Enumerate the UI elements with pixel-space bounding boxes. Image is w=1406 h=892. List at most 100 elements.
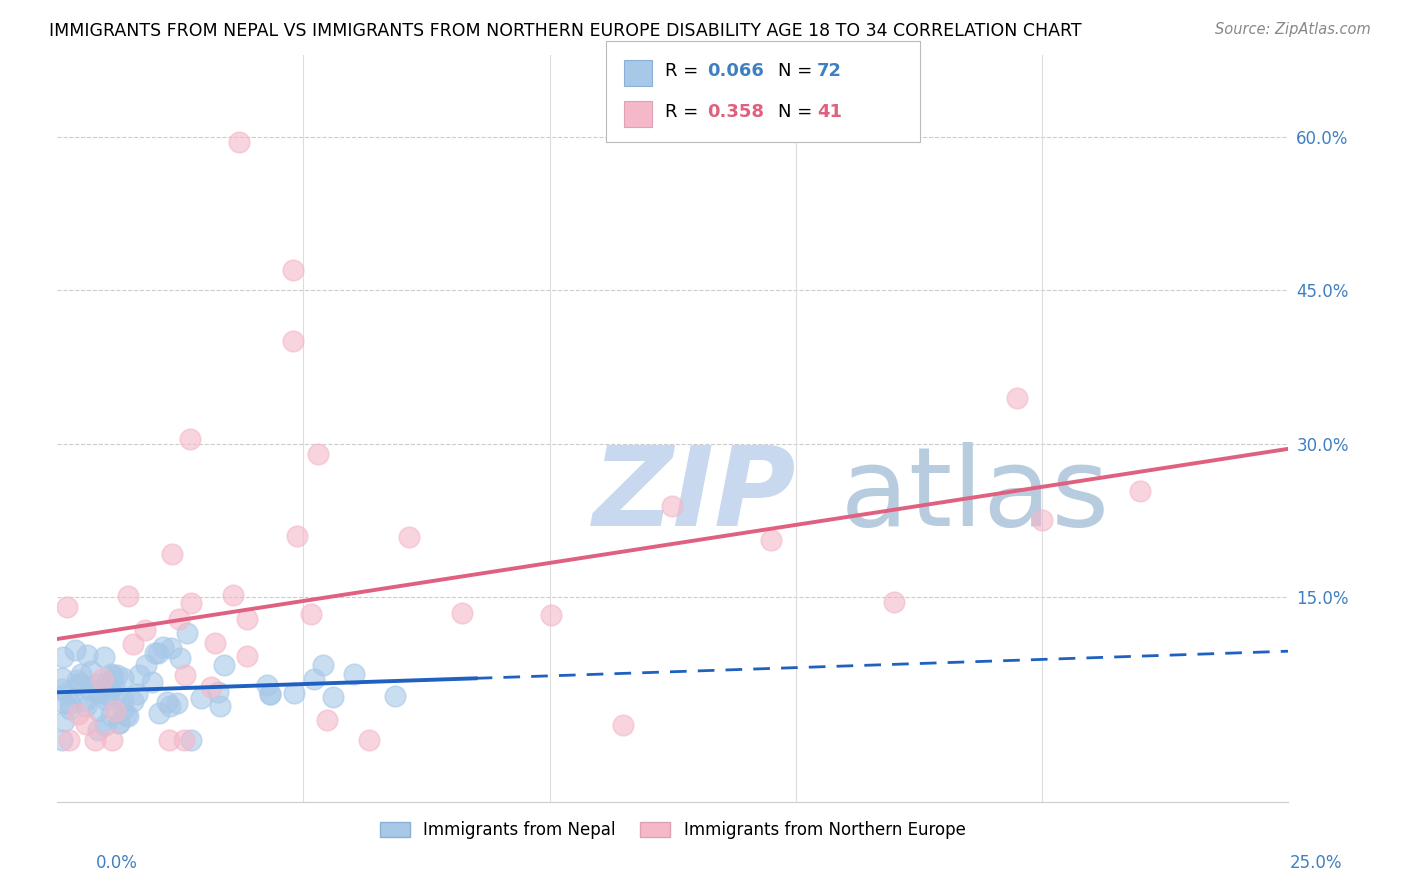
Point: [180, 596, 202, 610]
Point: [398, 530, 420, 544]
Point: [53, 697, 76, 711]
Point: [91, 672, 114, 686]
Point: [343, 667, 366, 681]
Point: [283, 334, 305, 349]
Point: [66, 673, 89, 687]
Point: [179, 432, 201, 446]
Point: [141, 674, 163, 689]
Text: 0.0%: 0.0%: [96, 855, 138, 872]
Point: [111, 693, 134, 707]
Point: [67, 678, 90, 692]
Point: [315, 713, 337, 727]
Point: [93, 717, 115, 731]
Point: [93, 649, 115, 664]
Point: [83, 733, 105, 747]
Point: [55, 686, 77, 700]
Point: [207, 684, 229, 698]
Point: [167, 612, 190, 626]
Text: ZIP: ZIP: [592, 442, 796, 549]
Point: [70, 666, 93, 681]
Point: [86, 703, 108, 717]
Text: atlas: atlas: [592, 442, 1109, 549]
Point: [156, 695, 179, 709]
Point: [204, 636, 226, 650]
Point: [97, 689, 120, 703]
Point: [87, 723, 110, 737]
Point: [101, 733, 124, 747]
Point: [146, 647, 169, 661]
Point: [59, 696, 82, 710]
Point: [51, 671, 73, 685]
Point: [75, 717, 97, 731]
Legend: Immigrants from Nepal, Immigrants from Northern Europe: Immigrants from Nepal, Immigrants from N…: [373, 814, 973, 846]
Point: [152, 640, 174, 654]
Point: [104, 704, 127, 718]
Point: [307, 447, 329, 461]
Point: [1005, 391, 1028, 405]
Point: [117, 589, 139, 603]
Point: [236, 648, 259, 663]
Point: [52, 650, 75, 665]
Point: [66, 707, 89, 722]
Point: [121, 694, 143, 708]
Point: [180, 732, 202, 747]
Point: [322, 690, 344, 705]
Point: [228, 135, 250, 149]
Point: [304, 672, 326, 686]
Point: [157, 733, 180, 747]
Point: [190, 690, 212, 705]
Point: [209, 698, 232, 713]
Text: 0.358: 0.358: [707, 103, 765, 121]
Point: [259, 687, 281, 701]
Point: [76, 648, 98, 662]
Point: [169, 651, 191, 665]
Point: [87, 686, 110, 700]
Point: [160, 640, 183, 655]
Point: [384, 689, 406, 703]
Point: [94, 693, 117, 707]
Point: [135, 658, 157, 673]
Point: [111, 671, 134, 685]
Point: [79, 664, 101, 678]
Point: [89, 683, 111, 698]
Point: [75, 698, 97, 713]
Point: [661, 500, 683, 514]
Point: [148, 706, 170, 721]
Point: [285, 529, 308, 543]
Point: [283, 263, 305, 277]
Point: [612, 718, 634, 732]
Point: [761, 533, 783, 548]
Point: [117, 709, 139, 723]
Point: [236, 612, 259, 626]
Text: Source: ZipAtlas.com: Source: ZipAtlas.com: [1215, 22, 1371, 37]
Point: [160, 547, 183, 561]
Point: [58, 733, 80, 747]
Point: [256, 678, 278, 692]
Point: [1031, 513, 1053, 527]
Point: [173, 733, 195, 747]
Point: [100, 708, 122, 723]
Point: [125, 687, 148, 701]
Point: [114, 708, 136, 723]
Point: [84, 676, 107, 690]
Point: [174, 668, 197, 682]
Text: 72: 72: [817, 62, 842, 79]
Point: [121, 637, 143, 651]
Point: [540, 608, 562, 623]
Point: [200, 680, 222, 694]
Point: [112, 702, 135, 716]
Text: N =: N =: [778, 62, 817, 79]
Text: 25.0%: 25.0%: [1291, 855, 1343, 872]
Point: [51, 682, 73, 697]
Point: [176, 626, 198, 640]
Point: [299, 607, 322, 621]
Point: [101, 669, 124, 683]
Point: [159, 698, 181, 713]
Point: [100, 667, 122, 681]
Point: [259, 687, 281, 701]
Point: [63, 643, 86, 657]
Point: [1129, 484, 1152, 499]
Text: N =: N =: [778, 103, 817, 121]
Point: [52, 714, 75, 728]
Point: [451, 606, 474, 620]
